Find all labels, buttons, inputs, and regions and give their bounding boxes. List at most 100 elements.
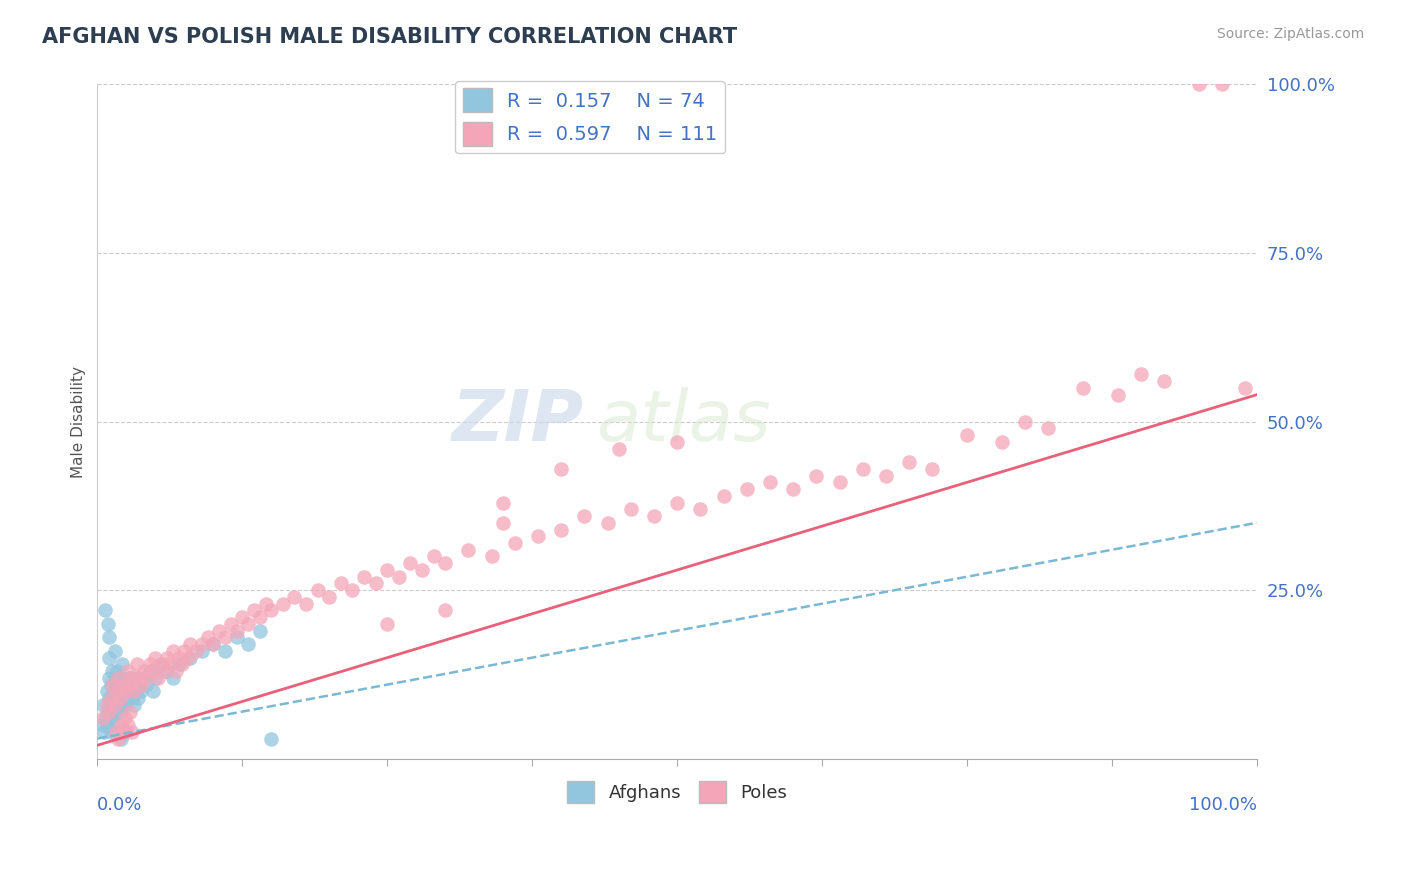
Text: atlas: atlas (596, 387, 770, 456)
Point (457, 542, 479, 557)
Point (117, 691, 139, 706)
Point (179, 650, 201, 665)
Point (128, 677, 150, 691)
Point (107, 671, 129, 685)
Point (93, 724, 115, 739)
Point (121, 724, 143, 739)
Point (97, 616, 120, 631)
Point (190, 637, 212, 651)
Point (91, 698, 114, 712)
Point (111, 671, 134, 685)
Point (806, 468, 828, 483)
Point (94, 603, 117, 617)
Point (481, 549, 503, 564)
Point (236, 616, 259, 631)
Point (117, 664, 139, 678)
Point (434, 603, 457, 617)
Point (101, 677, 124, 691)
Point (1014, 415, 1036, 429)
Point (118, 684, 141, 698)
Point (110, 677, 132, 691)
Point (434, 556, 457, 570)
Point (132, 671, 155, 685)
Point (143, 671, 166, 685)
Point (184, 644, 207, 658)
Point (128, 671, 150, 685)
Point (142, 684, 165, 698)
Point (689, 502, 711, 516)
Point (492, 495, 515, 509)
Point (100, 711, 122, 725)
Point (125, 657, 148, 672)
Point (1038, 421, 1060, 435)
Point (117, 718, 139, 732)
Point (122, 677, 145, 691)
Point (492, 516, 515, 530)
Y-axis label: Male Disability: Male Disability (72, 366, 86, 477)
Point (666, 434, 689, 449)
Point (1188, 78, 1211, 92)
Point (307, 583, 329, 598)
Point (118, 677, 141, 691)
Point (214, 631, 236, 645)
Point (124, 684, 146, 698)
Point (190, 644, 212, 658)
Point (105, 705, 128, 719)
Point (236, 637, 259, 651)
Point (828, 475, 851, 490)
Point (114, 684, 136, 698)
Point (956, 428, 979, 442)
Point (202, 637, 225, 651)
Point (104, 677, 127, 691)
Point (713, 489, 735, 503)
Point (1211, 78, 1233, 92)
Point (225, 631, 247, 645)
Point (991, 434, 1014, 449)
Point (111, 691, 134, 706)
Point (104, 724, 127, 739)
Point (150, 657, 173, 672)
Point (138, 664, 160, 678)
Point (108, 671, 131, 685)
Point (110, 718, 132, 732)
Point (1153, 374, 1175, 388)
Point (225, 624, 247, 638)
Point (97, 691, 120, 706)
Point (875, 468, 897, 483)
Point (550, 462, 572, 476)
Point (97, 631, 120, 645)
Point (170, 657, 193, 672)
Point (103, 705, 125, 719)
Point (107, 698, 129, 712)
Point (97, 705, 120, 719)
Text: ZIP: ZIP (453, 387, 585, 456)
Point (162, 644, 184, 658)
Point (104, 698, 127, 712)
Point (620, 502, 643, 516)
Point (96, 698, 118, 712)
Point (103, 718, 125, 732)
Point (162, 671, 184, 685)
Point (114, 711, 136, 725)
Point (782, 482, 804, 496)
Point (596, 516, 619, 530)
Point (219, 616, 242, 631)
Point (115, 724, 138, 739)
Point (115, 677, 138, 691)
Point (100, 724, 122, 739)
Point (96, 684, 118, 698)
Point (574, 508, 596, 523)
Point (142, 664, 165, 678)
Point (105, 684, 128, 698)
Point (94, 711, 117, 725)
Point (104, 698, 127, 712)
Point (1071, 381, 1094, 395)
Point (98, 711, 121, 725)
Point (111, 698, 134, 712)
Point (329, 576, 352, 591)
Point (118, 705, 141, 719)
Point (921, 462, 943, 476)
Point (852, 462, 875, 476)
Point (101, 705, 124, 719)
Point (643, 508, 665, 523)
